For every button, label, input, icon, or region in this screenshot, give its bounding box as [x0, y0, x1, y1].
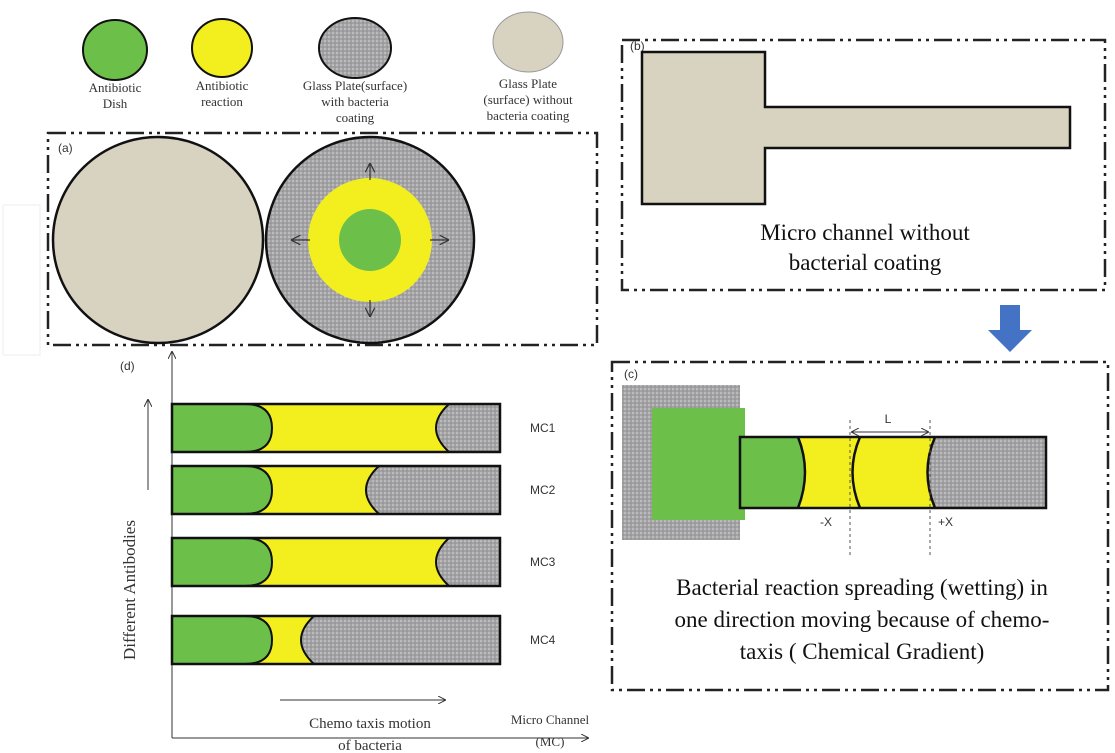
channel-label: MC3	[530, 555, 556, 569]
channel-green	[171, 537, 274, 587]
channel-outline	[170, 402, 502, 454]
boundary	[365, 465, 380, 515]
legend-text: (surface) without	[483, 92, 573, 107]
caption: taxis ( Chemical Gradient)	[740, 639, 985, 664]
x-end-label: (MC)	[536, 734, 565, 749]
panel-label: (c)	[624, 367, 638, 381]
x-axis-label: of bacteria	[338, 738, 402, 753]
legend-text: reaction	[201, 94, 243, 109]
legend-text: Antibiotic	[196, 78, 249, 93]
channel-outline	[170, 464, 502, 516]
legend-text: with bacteria	[321, 94, 389, 109]
panel-label: (b)	[630, 39, 645, 53]
boundary	[435, 537, 450, 587]
legend-text: Antibiotic	[89, 80, 142, 95]
caption: Bacterial reaction spreading (wetting) i…	[676, 575, 1048, 600]
x-end-label: Micro Channel	[511, 712, 590, 727]
boundary	[300, 615, 315, 665]
x-axis-label: Chemo taxis motion	[309, 716, 431, 732]
channel-outline	[170, 536, 502, 588]
channel-green	[171, 615, 274, 665]
channel-green	[171, 403, 274, 453]
blank-box	[2, 204, 41, 356]
legend-text: coating	[336, 110, 375, 125]
channel-label: MC4	[530, 633, 556, 647]
length-label: L	[885, 412, 892, 426]
caption: bacterial coating	[789, 250, 942, 275]
plus-x: +X	[938, 515, 953, 529]
panel-b: (b) Micro channel without bacterial coat…	[620, 38, 1107, 292]
channel-outline	[170, 614, 502, 666]
channel-green	[171, 465, 274, 515]
y-axis-label: Different Antibodies	[120, 520, 139, 660]
legend-text: Glass Plate(surface)	[303, 78, 407, 93]
legend-text: bacteria coating	[487, 108, 570, 123]
caption: Micro channel without	[760, 220, 970, 245]
panel-label: (a)	[58, 141, 73, 155]
legend: Antibiotic Dish Antibiotic reaction Glas…	[82, 11, 573, 125]
minus-x: -X	[820, 515, 832, 529]
legend-text: Glass Plate	[499, 76, 557, 91]
down-arrow	[988, 305, 1032, 352]
caption: one direction moving because of chemo-	[675, 607, 1050, 632]
panel-a: (a)	[46, 131, 599, 347]
channel-label: MC2	[530, 483, 556, 497]
panel-c: (c) L -X +X Bacterial reaction spreading…	[610, 360, 1110, 692]
panel-label: (d)	[120, 359, 135, 373]
legend-text: Dish	[103, 96, 128, 111]
panel-d: (d) Different Antibodies Chemo taxis mot…	[120, 352, 590, 753]
channel-label: MC1	[530, 421, 556, 435]
boundary	[435, 403, 450, 453]
